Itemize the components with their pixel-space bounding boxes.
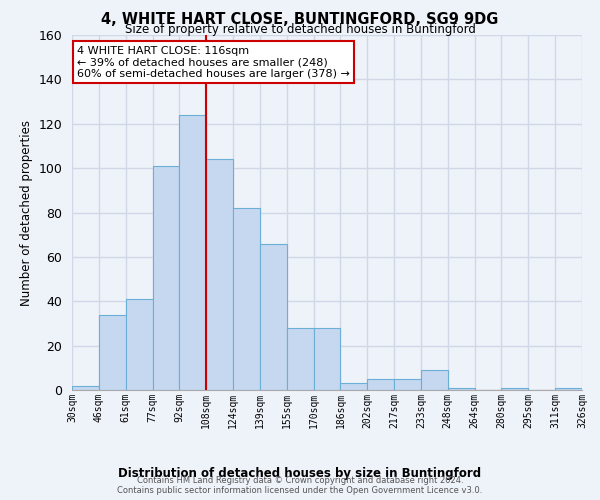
Text: Size of property relative to detached houses in Buntingford: Size of property relative to detached ho… xyxy=(125,22,475,36)
Bar xyxy=(260,244,287,390)
Bar xyxy=(314,328,340,390)
Bar xyxy=(421,370,448,390)
Text: Contains HM Land Registry data © Crown copyright and database right 2024.
Contai: Contains HM Land Registry data © Crown c… xyxy=(118,476,482,495)
Bar xyxy=(502,388,529,390)
Bar xyxy=(152,166,179,390)
Text: 4 WHITE HART CLOSE: 116sqm
← 39% of detached houses are smaller (248)
60% of sem: 4 WHITE HART CLOSE: 116sqm ← 39% of deta… xyxy=(77,46,350,79)
Bar xyxy=(555,388,582,390)
Bar xyxy=(99,314,125,390)
Bar xyxy=(287,328,314,390)
Bar xyxy=(233,208,260,390)
Bar xyxy=(125,299,152,390)
Bar xyxy=(394,379,421,390)
Text: Distribution of detached houses by size in Buntingford: Distribution of detached houses by size … xyxy=(118,468,482,480)
Bar xyxy=(72,386,99,390)
Bar xyxy=(448,388,475,390)
Bar xyxy=(367,379,394,390)
Bar xyxy=(206,159,233,390)
Y-axis label: Number of detached properties: Number of detached properties xyxy=(20,120,33,306)
Text: 4, WHITE HART CLOSE, BUNTINGFORD, SG9 9DG: 4, WHITE HART CLOSE, BUNTINGFORD, SG9 9D… xyxy=(101,12,499,28)
Bar xyxy=(179,115,206,390)
Bar xyxy=(340,384,367,390)
